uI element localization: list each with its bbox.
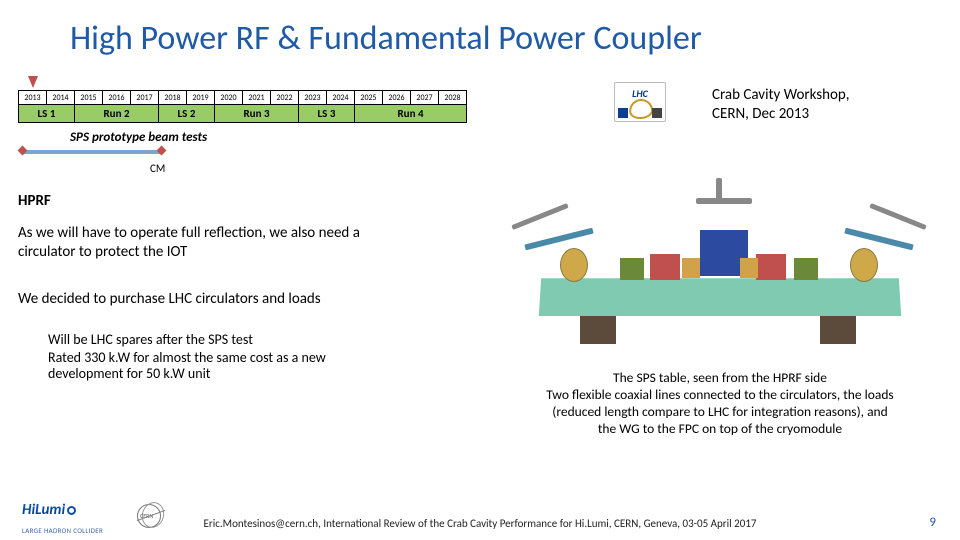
timeline-phase: LS 2: [159, 105, 215, 123]
img-box-r1: [650, 254, 680, 280]
img-box-g1: [620, 258, 644, 280]
image-caption: The SPS table, seen from the HPRF side T…: [500, 370, 940, 438]
timeline-year: 2021: [243, 91, 271, 105]
timeline-year: 2022: [271, 91, 299, 105]
img-disc-1: [560, 248, 588, 282]
bullet-spares: Will be LHC spares after the SPS test: [48, 332, 398, 348]
img-box-r2: [756, 254, 786, 280]
hprf-label: HPRF: [18, 192, 51, 210]
lhc-badge-1: [618, 108, 628, 118]
sps-bar: [22, 150, 162, 154]
timeline-year: 2013: [19, 91, 47, 105]
img-pipe-2: [869, 203, 927, 230]
hilumi-dot-icon: [67, 506, 76, 515]
timeline-year: 2025: [355, 91, 383, 105]
sps-label: SPS prototype beam tests: [70, 130, 207, 145]
caption-l3: (reduced length compare to LHC for integ…: [552, 403, 888, 420]
img-wave-1: [524, 228, 593, 251]
bullet-rated: Rated 330 k.W for almost the same cost a…: [48, 350, 398, 382]
img-wave-2: [844, 228, 913, 251]
sps-table-image: [500, 158, 940, 363]
img-box-g2: [794, 258, 818, 280]
lhc-logo: LHC: [614, 82, 666, 122]
timeline-year: 2028: [439, 91, 467, 105]
timeline-year: 2019: [187, 91, 215, 105]
timeline-year: 2026: [383, 91, 411, 105]
page-number: 9: [929, 515, 936, 530]
img-disc-2: [850, 248, 878, 282]
caption-l1: The SPS table, seen from the HPRF side: [613, 369, 827, 386]
img-support-1: [580, 316, 616, 344]
timeline: 2013201420152016201720182019202020212022…: [18, 90, 467, 123]
workshop-line2: CERN, Dec 2013: [712, 105, 809, 123]
timeline-phase: Run 3: [215, 105, 299, 123]
img-pipe-3: [696, 198, 752, 204]
caption-l4: the WG to the FPC on top of the cryomodu…: [598, 420, 842, 437]
lhc-badge-2: [652, 108, 662, 118]
page-title: High Power RF & Fundamental Power Couple…: [70, 18, 702, 59]
arrow-current-year: [28, 76, 38, 88]
lhc-ring-icon: [628, 98, 654, 120]
timeline-phase: LS 3: [299, 105, 355, 123]
timeline-phase: Run 4: [355, 105, 467, 123]
img-box-y1: [682, 258, 700, 278]
img-slab: [539, 278, 901, 316]
img-pipe-4: [716, 178, 722, 202]
timeline-year: 2027: [411, 91, 439, 105]
img-box-y2: [740, 258, 758, 278]
timeline-year: 2017: [131, 91, 159, 105]
timeline-year: 2018: [159, 91, 187, 105]
timeline-year: 2023: [299, 91, 327, 105]
cm-label: CM: [150, 162, 165, 175]
workshop-line1: Crab Cavity Workshop,: [712, 86, 850, 104]
img-support-2: [820, 316, 856, 344]
timeline-phase: Run 2: [75, 105, 159, 123]
timeline-year: 2015: [75, 91, 103, 105]
img-pipe-1: [511, 203, 569, 230]
timeline-year: 2014: [47, 91, 75, 105]
para-purchase: We decided to purchase LHC circulators a…: [18, 290, 398, 309]
timeline-year: 2020: [215, 91, 243, 105]
caption-l2: Two flexible coaxial lines connected to …: [546, 386, 893, 403]
workshop-label: Crab Cavity Workshop, CERN, Dec 2013: [712, 86, 932, 124]
para-reflection: As we will have to operate full reflecti…: [18, 224, 398, 262]
timeline-year: 2016: [103, 91, 131, 105]
footer: Eric.Montesinos@cern.ch, International R…: [0, 517, 960, 530]
timeline-phase: LS 1: [19, 105, 75, 123]
timeline-year: 2024: [327, 91, 355, 105]
